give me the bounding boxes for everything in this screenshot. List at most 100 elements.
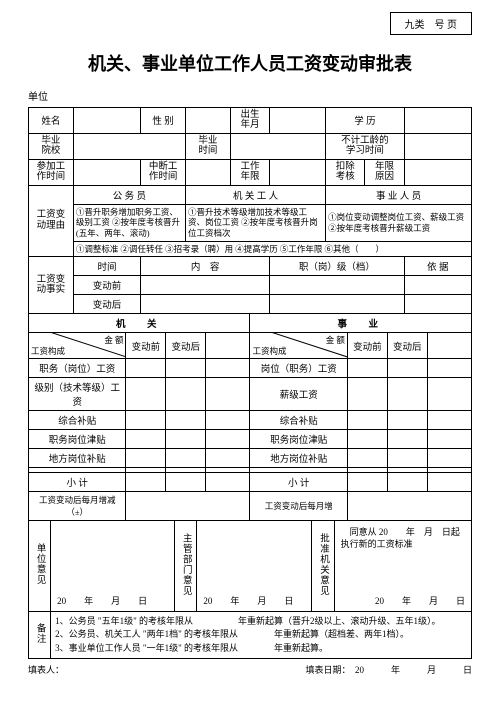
grade-header: 职（岗）级（档） [270,257,405,276]
career-row-2-before[interactable] [347,411,387,430]
career-row-3-before[interactable] [347,430,387,449]
career-row-1-blank[interactable] [427,378,471,411]
org-diag-cell: 工资构成 金 额 [29,333,126,359]
dept-opinion-date: 20 年 月 日 [203,594,305,607]
before-basis[interactable] [404,276,471,295]
career-row-1: 薪级工资 [250,378,347,411]
org-row-3-after[interactable] [166,430,206,449]
approve-opinion-cell[interactable]: 同意从 20 年 月 日起执行新的工资标准 20 年 月 日 [334,521,471,611]
civil-reason-text: ①晋升职务增加职务工资、级别工资 ②按年度考核晋升(五年、两年、滚动) [73,204,185,241]
career-blank-header [427,333,471,359]
org-row-3: 职务岗位津贴 [29,430,126,449]
org-subtotal-after[interactable] [166,473,206,492]
career-row-3-after[interactable] [387,430,427,449]
grad-time-value[interactable] [230,133,325,159]
notes-table: 备注 1、公务员 "五年1级" 的考核年限从 年重新起算（晋升2级以上、滚动升级… [28,612,472,660]
before-grade[interactable] [270,276,405,295]
career-row-3: 职务岗位津贴 [250,430,347,449]
sex-value[interactable] [186,108,231,134]
org-monthly-label: 工资变动后每月增减（±） [29,492,126,521]
break-value[interactable] [186,159,231,185]
grad-school-value[interactable] [73,133,185,159]
deduct-reason-label: 年限 原因 [365,159,404,185]
career-row-0-after[interactable] [387,359,427,378]
org-row-0-blank[interactable] [206,359,250,378]
career-row-4-before[interactable] [347,449,387,468]
work-years-value[interactable] [270,159,326,185]
edu-value[interactable] [404,108,471,134]
grad-time-label: 毕业 时间 [186,133,231,159]
unit-opinion-cell[interactable]: 20 年 月 日 [51,521,175,611]
civil-servant-header: 公 务 员 [73,185,185,204]
org-row-2-before[interactable] [126,411,166,430]
career-subtotal-label: 小 计 [250,473,347,492]
reason-bottom-row: ①调整标准 ②调任转任 ③招考录（聘）用 ④提高学历 ⑤工作年限 ⑥其他（ ） [73,241,471,257]
deduct-label: 扣除 考核 [326,159,365,185]
change-reason-label: 工资变 动理由 [29,185,74,257]
after-basis[interactable] [404,295,471,314]
unit-opinion-label: 单位意见 [29,521,51,611]
org-row-2-after[interactable] [166,411,206,430]
org-subtotal-before[interactable] [126,473,166,492]
org-row-0-before[interactable] [126,359,166,378]
career-reason-text: ①岗位变动调整岗位工资、薪级工资 ②按年度考核晋升薪级工资 [326,204,472,241]
career-subtotal-after[interactable] [387,473,427,492]
career-row-4: 地方岗位补贴 [250,449,347,468]
birth-value[interactable] [270,108,326,134]
salary-table: 机 关 事 业 工资构成 金 额 变动前 变动后 工资构成 金 额 变动前 变动… [28,314,472,521]
career-row-3-blank[interactable] [427,430,471,449]
career-row-2-blank[interactable] [427,411,471,430]
career-compose-label: 工资构成 [252,345,286,357]
org-row-2-blank[interactable] [206,411,250,430]
unit-opinion-date: 20 年 月 日 [57,594,168,607]
page-title: 机关、事业单位工作人员工资变动审批表 [28,50,472,76]
org-row-1-blank[interactable] [206,378,250,411]
org-monthly-value[interactable] [126,492,250,521]
career-row-4-blank[interactable] [427,449,471,468]
org-row-4-after[interactable] [166,449,206,468]
career-row-1-after[interactable] [387,378,427,411]
approve-opinion-label: 批准机关意见 [312,521,334,611]
career-row-2-after[interactable] [387,411,427,430]
career-subtotal-before[interactable] [347,473,387,492]
org-row-0-after[interactable] [166,359,206,378]
org-row-4-blank[interactable] [206,449,250,468]
excl-value[interactable] [404,133,471,159]
dept-opinion-cell[interactable]: 20 年 月 日 [197,521,312,611]
org-row-3-before[interactable] [126,430,166,449]
org-row-1: 级别（技术等级）工资 [29,378,126,411]
time-header: 时间 [73,257,140,276]
note-line-1: 1、公务员 "五年1级" 的考核年限从 年重新起算（晋升2级以上、滚动升级、五年… [55,615,467,629]
career-row-0-blank[interactable] [427,359,471,378]
career-after-header: 变动后 [387,333,427,359]
join-value[interactable] [73,159,140,185]
org-row-4-before[interactable] [126,449,166,468]
name-value[interactable] [73,108,140,134]
work-years-label: 工作 年限 [230,159,269,185]
approve-opinion-text: 同意从 20 年 月 日起执行新的工资标准 [339,525,467,552]
approve-opinion-date: 20 年 月 日 [341,594,465,607]
career-row-0-before[interactable] [347,359,387,378]
org-subtotal-label: 小 计 [29,473,126,492]
before-label: 变动前 [73,276,140,295]
career-row-1-before[interactable] [347,378,387,411]
career-row-0: 岗位（职务）工资 [250,359,347,378]
org-blank-header [206,333,250,359]
career-staff-header: 事 业 人 员 [326,185,472,204]
org-after-header: 变动后 [166,333,206,359]
after-content[interactable] [141,295,270,314]
org-row-1-after[interactable] [166,378,206,411]
change-fact-label: 工资变 动事实 [29,257,74,314]
org-row-1-before[interactable] [126,378,166,411]
before-content[interactable] [141,276,270,295]
career-before-header: 变动前 [347,333,387,359]
org-amount-label: 金 额 [104,334,123,346]
join-label: 参加工 作时间 [29,159,74,185]
opinions-table: 单位意见 20 年 月 日 主管部门意见 20 年 月 日 批准机关意见 同意从… [28,521,472,612]
org-row-3-blank[interactable] [206,430,250,449]
after-grade[interactable] [270,295,405,314]
filler-label: 填表人： [28,665,64,675]
deduct-value[interactable] [404,159,471,185]
career-monthly-value[interactable] [347,492,471,521]
career-row-4-after[interactable] [387,449,427,468]
